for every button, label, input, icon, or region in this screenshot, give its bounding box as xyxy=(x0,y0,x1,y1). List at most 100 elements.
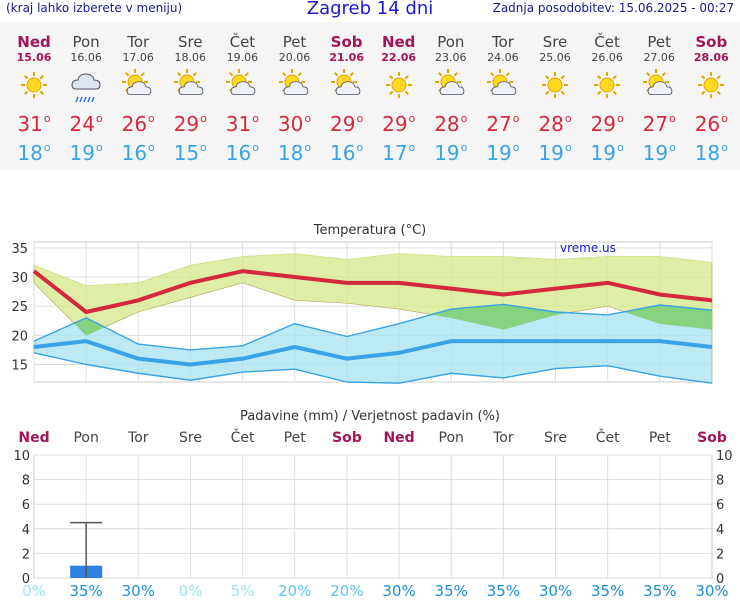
low-temp-value: 18 xyxy=(277,141,304,165)
low-temp: 16o xyxy=(330,141,364,165)
day-column: Sob 28.06 26o 18o xyxy=(685,22,737,166)
day-column: Pet 20.06 30o 18o xyxy=(269,22,321,166)
high-temp: 28o xyxy=(538,112,572,136)
precip-x-label: Čet xyxy=(231,428,255,446)
day-date: 26.06 xyxy=(591,51,623,64)
precip-probability: 30% xyxy=(122,582,155,600)
day-name: Tor xyxy=(491,33,514,51)
high-temp: 26o xyxy=(694,112,728,136)
temp-range-overlap xyxy=(431,304,569,330)
day-column: Tor 24.06 27o 19o xyxy=(477,22,529,166)
low-temp: 19o xyxy=(486,141,520,165)
high-temp-value: 29 xyxy=(590,112,616,136)
day-name: Čet xyxy=(594,33,620,51)
last-updated: Zadnja posodobitev: 15.06.2025 - 00:27 xyxy=(492,1,734,15)
low-temp-value: 16 xyxy=(225,141,252,165)
day-name: Tor xyxy=(127,33,150,51)
precip-probability: 30% xyxy=(695,582,728,600)
high-temp: 27o xyxy=(642,112,676,136)
precip-y-tick-right: 0 xyxy=(716,572,724,587)
sun-cloud-icon xyxy=(431,67,471,103)
precip-y-tick: 4 xyxy=(22,523,30,538)
day-name: Pon xyxy=(437,33,465,51)
temp-y-tick: 20 xyxy=(11,329,28,344)
day-date: 22.06 xyxy=(381,51,417,64)
precip-probability: 30% xyxy=(382,582,415,600)
precip-x-label: Ned xyxy=(18,430,49,446)
precip-y-tick: 0 xyxy=(22,572,30,587)
day-date: 16.06 xyxy=(70,51,102,64)
sun-cloud-icon xyxy=(483,67,523,103)
high-temp: 30o xyxy=(277,112,312,136)
precip-chart-title: Padavine (mm) / Verjetnost padavin (%) xyxy=(240,409,500,424)
precip-y-tick-right: 8 xyxy=(716,474,724,489)
low-temp-value: 19 xyxy=(486,141,512,165)
precip-probability: 20% xyxy=(278,582,311,600)
day-name: Pet xyxy=(647,33,671,51)
precip-y-tick: 8 xyxy=(22,474,30,489)
day-date: 17.06 xyxy=(122,51,154,64)
high-temp-value: 28 xyxy=(434,112,460,136)
day-column: Sre 25.06 28o 19o xyxy=(529,22,581,166)
max-temp-line xyxy=(32,269,713,314)
low-temp-value: 16 xyxy=(121,141,148,165)
day-name: Pon xyxy=(72,33,100,51)
high-temp: 28o xyxy=(434,112,468,136)
day-column: Čet 26.06 29o 19o xyxy=(581,22,633,166)
sun-cloud-icon xyxy=(118,67,158,103)
precip-plot-area xyxy=(33,454,713,579)
min-upper-line xyxy=(33,303,713,351)
temp-y-tick: 30 xyxy=(11,271,28,286)
high-temp-value: 30 xyxy=(277,112,304,136)
precip-x-label: Sre xyxy=(179,430,202,446)
high-temp: 29o xyxy=(173,112,207,136)
high-temp-value: 26 xyxy=(121,112,148,136)
high-temp-value: 26 xyxy=(694,112,721,136)
day-date: 25.06 xyxy=(539,51,571,64)
low-temp: 15o xyxy=(173,141,207,165)
precip-probability: 35% xyxy=(69,582,102,600)
precip-x-label: Pon xyxy=(73,430,98,446)
sun-cloud-icon xyxy=(639,67,679,103)
temp-chart-title: Temperatura (°C) xyxy=(313,223,426,238)
low-temp-value: 17 xyxy=(382,141,408,165)
day-date: 19.06 xyxy=(226,51,259,64)
sun-icon xyxy=(379,67,419,103)
sun-cloud-icon xyxy=(170,67,210,103)
day-name: Čet xyxy=(229,33,256,51)
high-temp: 29o xyxy=(590,112,624,136)
high-temp-value: 27 xyxy=(486,112,512,136)
day-column: Čet 19.06 31o 16o xyxy=(216,22,268,166)
day-date: 15.06 xyxy=(16,51,52,64)
precip-x-label: Čet xyxy=(596,428,620,446)
low-temp-value: 19 xyxy=(642,141,669,165)
low-temp: 19o xyxy=(642,141,676,165)
day-date: 24.06 xyxy=(487,51,519,64)
high-temp-value: 28 xyxy=(538,112,564,136)
precip-probability: 5% xyxy=(231,582,255,600)
high-temp: 29o xyxy=(382,112,416,136)
precip-x-label: Tor xyxy=(492,430,514,446)
high-temp-value: 31 xyxy=(17,112,43,136)
day-column: Ned 22.06 29o 17o xyxy=(373,22,425,166)
location-hint[interactable]: (kraj lahko izberete v meniju) xyxy=(6,1,183,15)
high-temp: 31o xyxy=(17,112,51,136)
precip-probability: 35% xyxy=(435,582,468,600)
temp-range-overlap xyxy=(74,317,105,336)
low-temp-value: 19 xyxy=(434,141,460,165)
precip-x-label: Sob xyxy=(332,430,362,446)
high-temp-value: 29 xyxy=(173,112,200,136)
precip-y-tick-right: 10 xyxy=(716,449,733,464)
high-temp-value: 29 xyxy=(330,112,356,136)
precip-probability: 35% xyxy=(591,582,624,600)
precip-y-tick-right: 4 xyxy=(716,523,724,538)
low-temp-value: 18 xyxy=(694,141,721,165)
day-date: 18.06 xyxy=(174,51,207,64)
day-column: Tor 17.06 26o 16o xyxy=(112,22,164,166)
low-temp-value: 18 xyxy=(17,141,43,165)
low-temp: 18o xyxy=(17,141,51,165)
page-title: Zagreb 14 dni xyxy=(306,0,434,19)
day-name: Sre xyxy=(542,33,568,51)
low-temp: 19o xyxy=(538,141,572,165)
